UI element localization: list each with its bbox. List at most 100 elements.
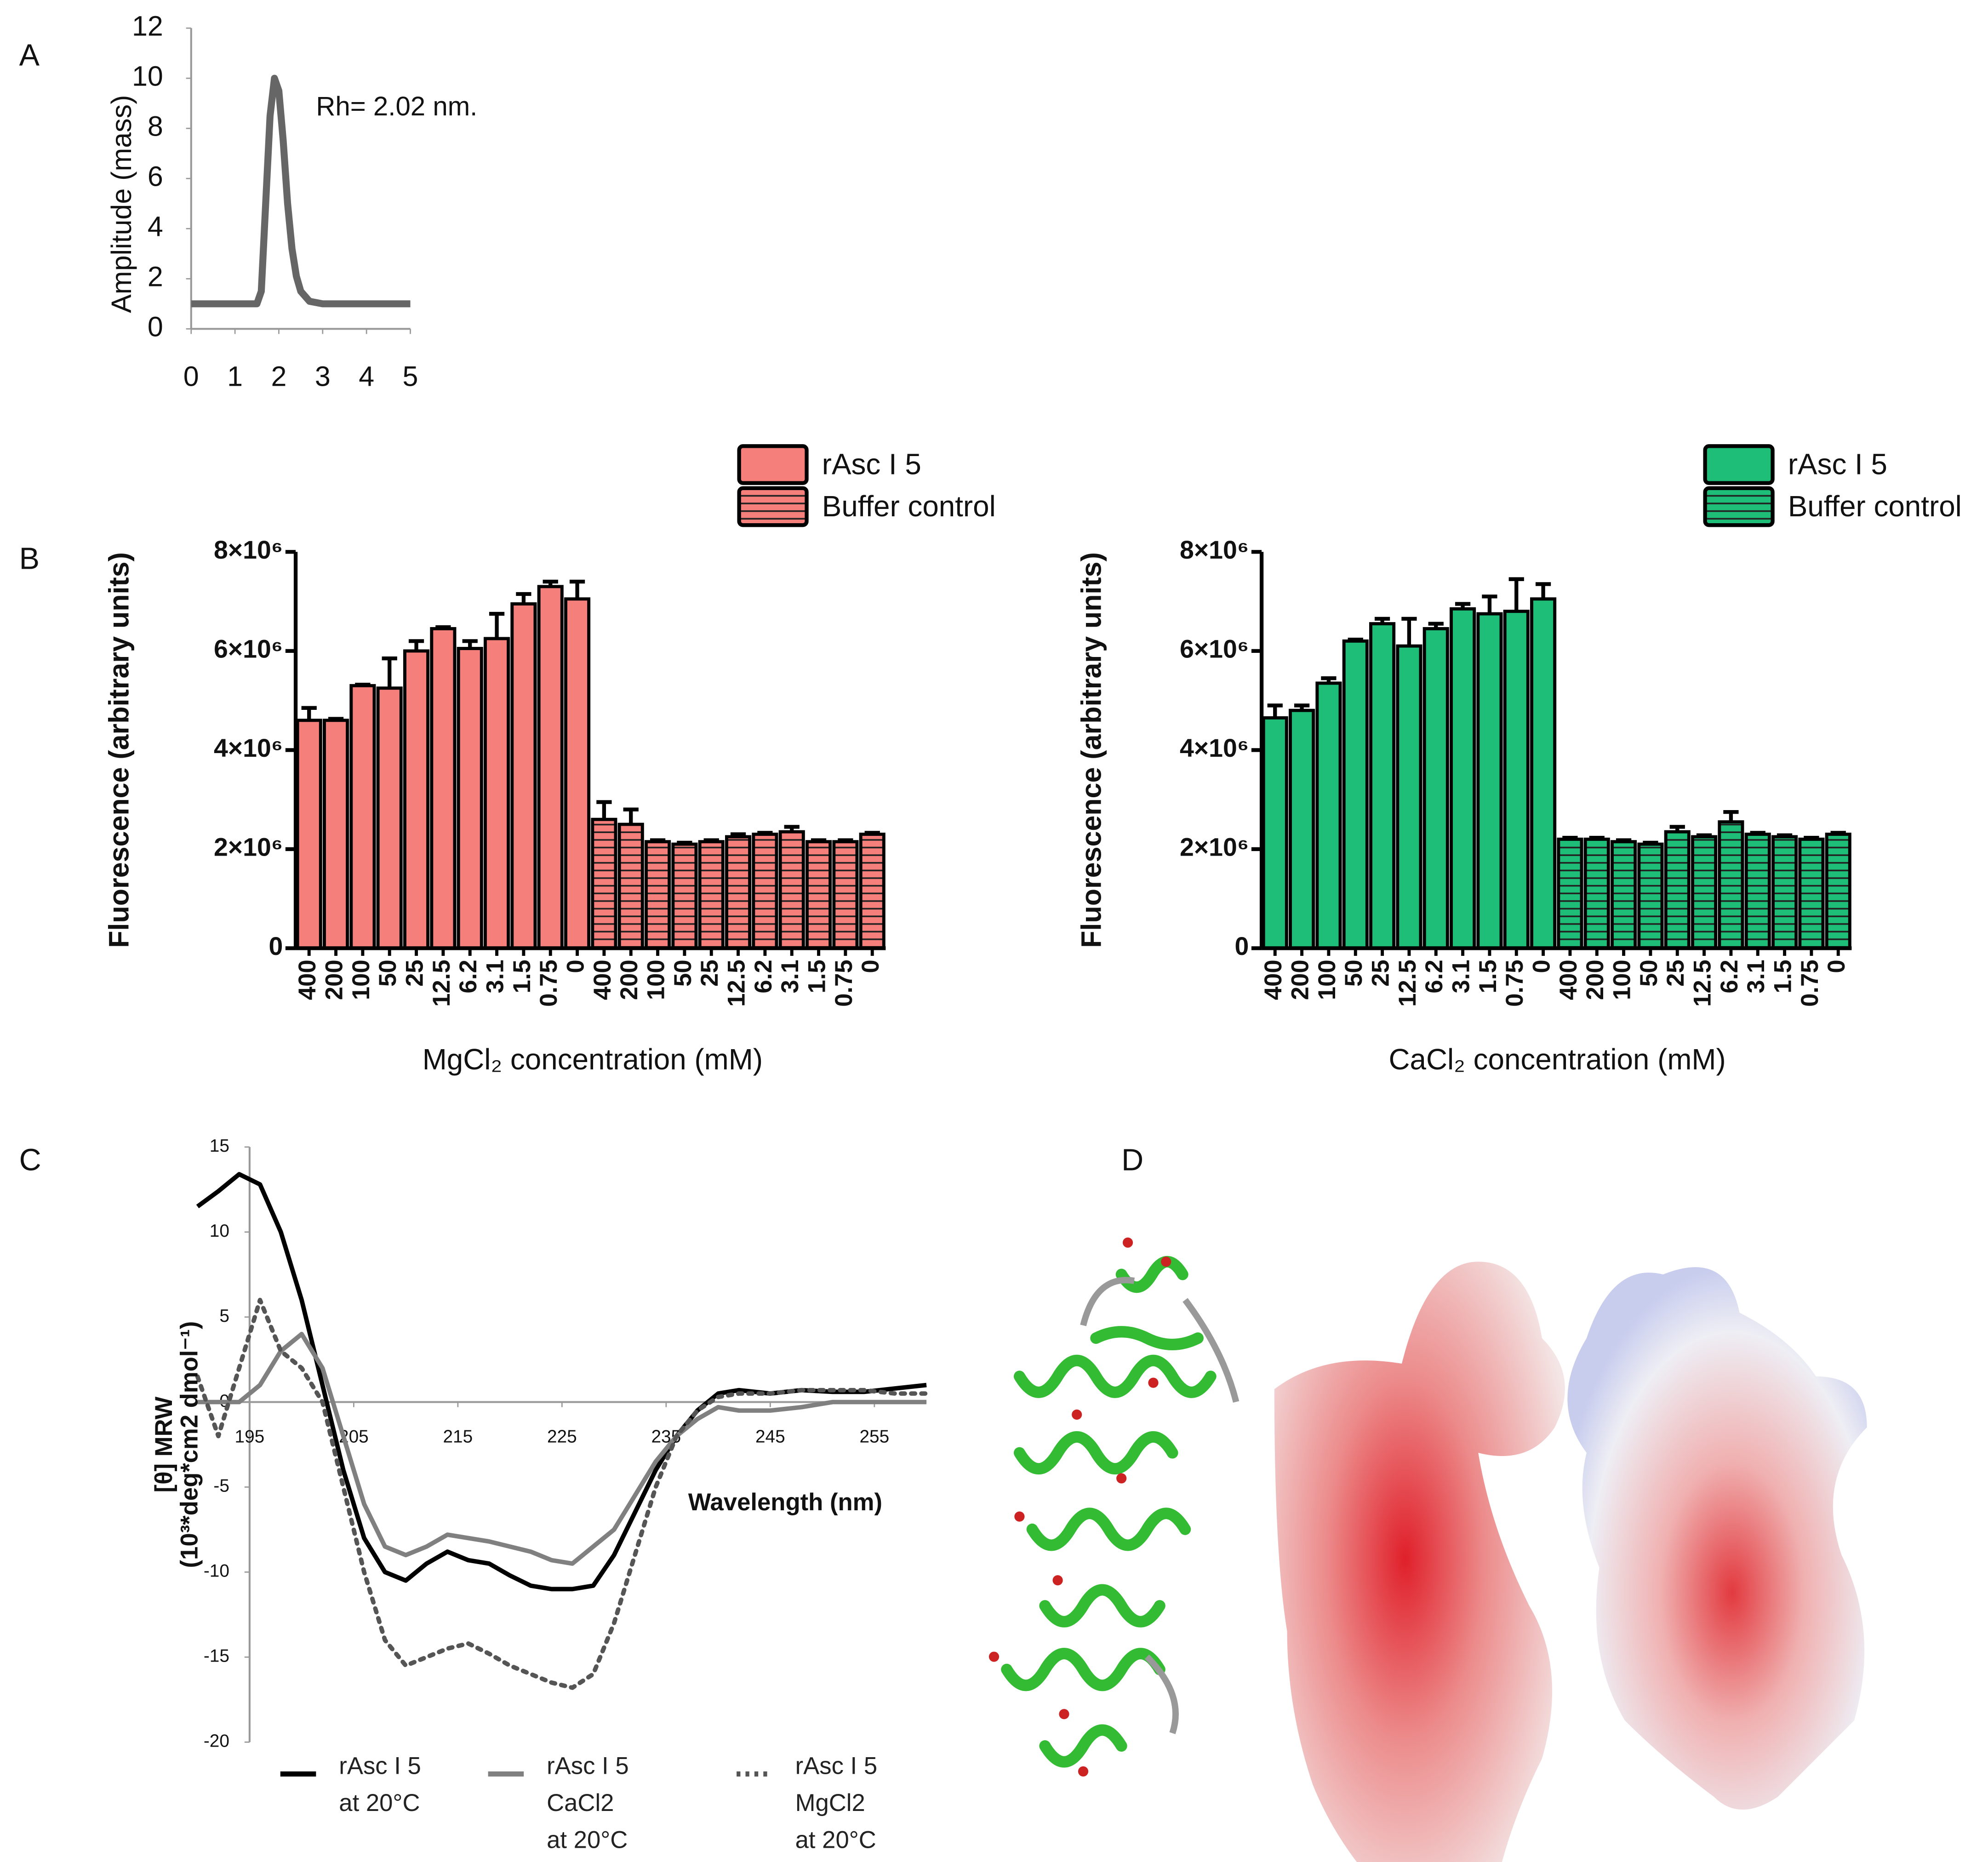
x-tick-label: 50 <box>1635 960 1662 987</box>
y-tick-label: 6 <box>148 160 163 192</box>
x-tick-label: 2 <box>271 361 287 392</box>
bar <box>1637 842 1664 950</box>
x-tick-label: 100 <box>642 960 669 1000</box>
x-tick-label: 6.2 <box>750 960 777 993</box>
x-tick-label: 1 <box>227 361 243 392</box>
x-tick-label: 0 <box>562 960 589 973</box>
x-tick-label: 50 <box>669 960 697 987</box>
bar <box>1396 644 1422 950</box>
panel-label: C <box>19 1143 41 1177</box>
x-tick-label: 245 <box>755 1427 785 1446</box>
bar <box>1503 610 1530 950</box>
x-tick-label: 1.5 <box>1474 960 1502 993</box>
legend-entry: rAsc I 5 CaCl2 at 20°C <box>547 1753 629 1855</box>
x-tick-label: 1.5 <box>508 960 536 993</box>
x-tick-label: 25 <box>1367 960 1394 987</box>
y-tick-label: 4 <box>148 211 163 242</box>
x-tick-label: 400 <box>294 960 321 1000</box>
x-tick-label: 1.5 <box>1769 960 1796 993</box>
x-tick-label: 12.5 <box>723 960 750 1006</box>
data-line <box>195 1297 929 1690</box>
bar <box>1289 708 1315 950</box>
x-tick-label: 0 <box>1823 960 1850 973</box>
x-tick-label: 3.1 <box>1447 960 1474 993</box>
bar <box>430 627 457 950</box>
bar <box>510 602 537 950</box>
y-tick-label: 0 <box>269 932 283 960</box>
x-tick-label: 12.5 <box>428 960 455 1006</box>
bar <box>645 840 671 950</box>
y-tick-label: 8×10⁶ <box>1180 536 1249 564</box>
bar <box>1342 639 1369 950</box>
x-tick-label: 0.75 <box>1796 960 1823 1006</box>
y-tick-label: 2×10⁶ <box>214 833 283 862</box>
x-tick-label: 255 <box>859 1427 889 1446</box>
bar <box>296 719 322 950</box>
y-tick-label: 8 <box>148 110 163 142</box>
bar <box>1476 612 1503 950</box>
x-tick-label: 195 <box>235 1427 265 1446</box>
bar <box>1825 833 1851 950</box>
x-tick-label: 3.1 <box>777 960 804 993</box>
x-tick-label: 4 <box>359 361 374 392</box>
y-tick-label: -10 <box>204 1561 229 1581</box>
x-tick-label: 100 <box>1314 960 1341 1000</box>
legend-label: rAsc I 5 <box>1788 448 1887 481</box>
bar <box>1611 840 1637 950</box>
x-tick-label: 0.75 <box>1501 960 1528 1006</box>
legend-entry: rAsc I 5 MgCl2 at 20°C <box>795 1753 878 1854</box>
annotation: Rh= 2.02 nm. <box>316 91 477 121</box>
bar <box>1422 627 1449 950</box>
legend-entry: rAsc I 5 at 20°C <box>339 1753 421 1817</box>
x-tick-label: 100 <box>1608 960 1635 1000</box>
y-tick-label: 15 <box>210 1136 229 1156</box>
y-axis-label: Amplitude (mass) <box>106 95 137 313</box>
x-tick-label: 6.2 <box>1716 960 1743 993</box>
y-axis-label: [θ] MRW <box>150 1396 177 1492</box>
y-tick-label: -20 <box>204 1731 229 1751</box>
bar <box>698 840 725 950</box>
bar <box>617 822 644 950</box>
legend-label: rAsc I 5 <box>822 448 921 481</box>
bar <box>778 830 805 950</box>
bar <box>1262 716 1288 950</box>
x-tick-label: 100 <box>348 960 375 1000</box>
bar <box>1530 597 1557 950</box>
legend-swatch <box>737 486 809 527</box>
y-tick-label: 8×10⁶ <box>214 536 283 564</box>
bar <box>1315 681 1342 950</box>
y-tick-label: 6×10⁶ <box>1180 635 1249 663</box>
legend-swatch <box>1703 486 1775 527</box>
y-axis-label: (10³*deg*cm2 dmol⁻¹) <box>176 1321 203 1568</box>
y-axis-label: Fluorescence (arbitrary units) <box>103 552 134 948</box>
x-tick-label: 50 <box>1340 960 1367 987</box>
x-tick-label: 25 <box>1662 960 1689 987</box>
x-tick-label: 0 <box>857 960 884 973</box>
x-tick-label: 3.1 <box>481 960 508 993</box>
legend-label: Buffer control <box>1788 490 1962 523</box>
bar <box>349 684 376 950</box>
bar <box>564 597 591 950</box>
legend-label: Buffer control <box>822 490 996 523</box>
legend-label: rAsc I 5 CaCl2 at 20°C <box>547 1753 629 1855</box>
y-tick-label: 6×10⁶ <box>214 635 283 663</box>
y-tick-label: 2×10⁶ <box>1180 833 1249 862</box>
panel-label: B <box>19 542 40 576</box>
x-tick-label: 25 <box>401 960 428 987</box>
x-tick-label: 200 <box>616 960 643 1000</box>
bar <box>323 719 349 950</box>
x-tick-label: 3 <box>315 361 331 392</box>
x-tick-label: 0.75 <box>830 960 857 1006</box>
bar <box>1583 837 1610 950</box>
x-tick-label: 200 <box>320 960 348 1000</box>
x-axis-label: CaCl₂ concentration (mM) <box>1388 1043 1725 1076</box>
bar <box>832 840 859 950</box>
bar <box>1369 622 1396 950</box>
y-tick-label: 5 <box>219 1306 229 1326</box>
legend-label: rAsc I 5 at 20°C <box>339 1753 421 1817</box>
y-tick-label: 10 <box>210 1221 229 1241</box>
x-tick-label: 225 <box>547 1427 577 1446</box>
data-line <box>197 1331 927 1566</box>
y-tick-label: 4×10⁶ <box>1180 734 1249 762</box>
x-tick-label: 200 <box>1582 960 1609 1000</box>
